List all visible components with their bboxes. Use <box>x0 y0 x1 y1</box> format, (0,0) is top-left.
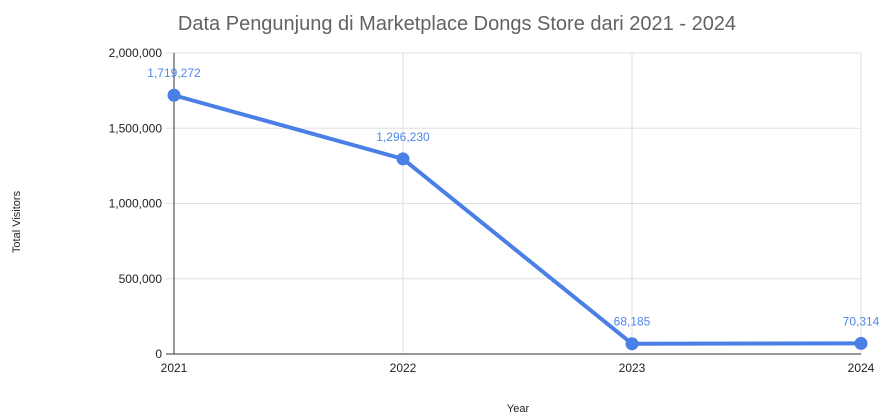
y-axis-label: Total Visitors <box>11 190 23 253</box>
x-axis-ticks: 2021 2022 2023 2024 <box>161 361 875 375</box>
y-tick-label: 500,000 <box>119 272 163 286</box>
data-label: 68,185 <box>614 315 651 329</box>
y-tick-label: 2,000,000 <box>109 46 163 60</box>
x-axis-label: Year <box>507 403 530 415</box>
x-tick-label: 2023 <box>619 361 646 375</box>
data-label: 1,719,272 <box>147 66 201 80</box>
data-point <box>854 336 868 350</box>
y-tick-label: 1,000,000 <box>109 197 163 211</box>
data-point <box>625 337 639 351</box>
y-tick-label: 0 <box>155 347 162 361</box>
series-line <box>172 93 863 346</box>
series-total-visitors <box>167 88 868 351</box>
chart-title: Data Pengunjung di Marketplace Dongs Sto… <box>178 13 736 35</box>
data-labels: 1,719,272 1,296,230 68,185 70,314 <box>147 66 879 328</box>
gridlines <box>166 52 862 355</box>
x-tick-label: 2024 <box>848 361 875 375</box>
y-axis-ticks: 0 500,000 1,000,000 1,500,000 2,000,000 <box>109 46 163 361</box>
data-label: 70,314 <box>843 314 880 328</box>
x-tick-label: 2021 <box>161 361 188 375</box>
x-tick-label: 2022 <box>390 361 417 375</box>
data-point <box>396 152 410 166</box>
y-tick-label: 1,500,000 <box>109 121 163 135</box>
data-point <box>167 88 181 102</box>
data-label: 1,296,230 <box>376 130 430 144</box>
